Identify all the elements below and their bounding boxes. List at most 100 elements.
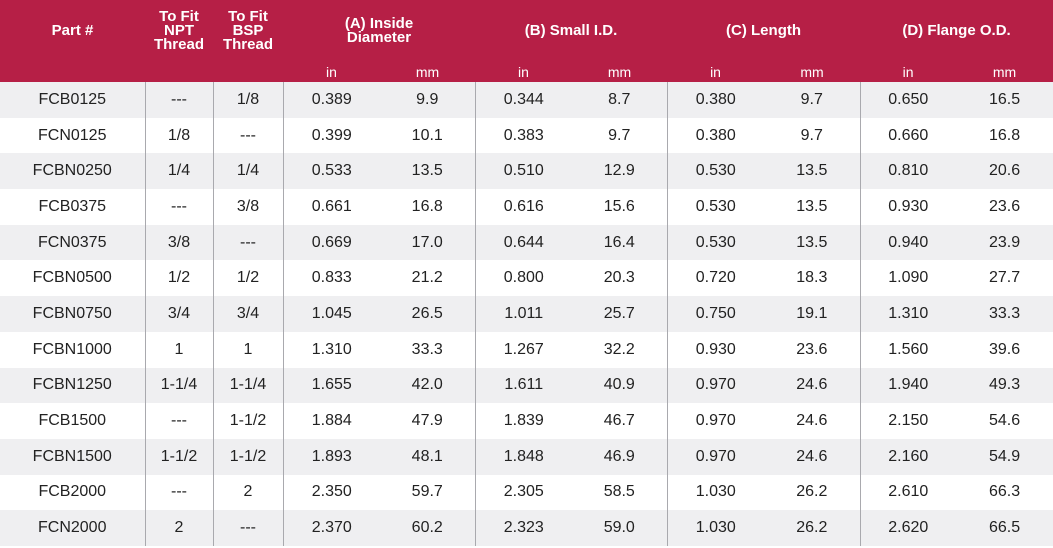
table-cell: 0.833 [311, 269, 352, 287]
part-number: FCN2000 [0, 510, 146, 546]
table-cell: 0.616 [503, 197, 544, 215]
table-cell: 33.3 [380, 331, 476, 368]
header-line: (A) Inside [344, 15, 414, 32]
table-cell: 60.2 [380, 510, 476, 546]
table-cell: 0.970 [695, 412, 736, 430]
table-cell: 47.9 [380, 403, 476, 439]
table-cell: 24.6 [764, 367, 861, 404]
table-cell: 54.6 [988, 412, 1021, 430]
table-cell: --- [145, 474, 214, 511]
table-cell: 19.1 [764, 296, 861, 332]
table-cell: 0.530 [695, 197, 736, 215]
table-cell: 1.310 [311, 340, 352, 358]
table-cell: 0.661 [311, 197, 352, 215]
table-cell: 0.660 [888, 126, 929, 144]
table-cell: 1.045 [283, 296, 380, 332]
table-cell: 54.9 [956, 438, 1053, 475]
table-cell: 3/4 [213, 296, 284, 332]
table-cell: 20.3 [572, 260, 668, 297]
header-line: Diameter [346, 29, 412, 46]
table-cell: 1/2 [145, 260, 214, 297]
table-cell: 0.399 [311, 126, 352, 144]
units-spacer [145, 62, 213, 82]
table-row: FCN2000 2 --- 2.370 60.2 2.323 59.0 1.030 26.2 2.… [0, 510, 1053, 546]
table-cell: 9.7 [572, 117, 668, 154]
table-cell: 18.3 [764, 260, 861, 297]
part-number: FCB0375 [0, 189, 146, 225]
table-cell: 13.5 [764, 189, 861, 225]
table-cell: 15.6 [572, 189, 668, 225]
table-cell: 10.1 [380, 117, 476, 154]
column-header: To Fit NPT Thread [145, 0, 213, 62]
table-cell: --- [145, 403, 214, 439]
table-cell: 2.350 [311, 483, 352, 501]
part-number: FCB0125 [0, 82, 146, 118]
header-line: (C) Length [726, 22, 802, 39]
table-cell: 2.305 [503, 483, 544, 501]
table-cell: 0.930 [695, 340, 736, 358]
table-cell: 0.389 [283, 82, 380, 118]
table-cell: 26.2 [764, 474, 861, 511]
table-row: FCBN1000 1 1 1.310 33.3 1.267 32.2 0.930 23.6 1.5… [0, 331, 1053, 368]
header-line: Thread [222, 36, 273, 53]
table-cell: 1.090 [888, 269, 929, 287]
table-cell: 1/8 [145, 117, 214, 154]
part-number: FCBN1250 [0, 367, 146, 404]
header-line: To Fit [228, 8, 268, 25]
table-cell: 0.650 [860, 82, 957, 118]
table-row: FCN0125 1/8 --- 0.399 10.1 0.383 9.7 0.380 9.7 0.… [0, 117, 1053, 154]
table-cell: --- [145, 189, 214, 225]
table-cell: 23.9 [956, 224, 1053, 261]
header-line: (D) Flange O.D. [902, 22, 1011, 39]
table-cell: 0.530 [667, 224, 765, 261]
table-cell: 1-1/2 [213, 438, 284, 475]
table-cell: 25.7 [572, 296, 668, 332]
table-cell: 46.9 [572, 438, 668, 475]
table-cell: --- [213, 510, 284, 546]
table-row: FCBN0250 1/4 1/4 0.533 13.5 0.510 12.9 0.530 13.… [0, 153, 1053, 190]
unit-label: mm [572, 62, 668, 82]
table-cell: 0.510 [475, 153, 572, 190]
table-cell: 16.4 [572, 224, 668, 261]
table-cell: 0.533 [283, 153, 380, 190]
table-cell: 1/2 [213, 260, 284, 297]
table-row: FCBN1250 1-1/4 1-1/4 1.655 42.0 1.611 40.9 0.97… [0, 367, 1053, 404]
table-cell: --- [213, 224, 284, 261]
table-cell: 1 [213, 331, 284, 368]
table-cell: 1.267 [503, 340, 544, 358]
table-cell: 13.5 [764, 153, 861, 190]
table-cell: 26.2 [764, 510, 861, 546]
table-row: FCN0375 3/8 --- 0.669 17.0 0.644 16.4 0.530 13.5… [0, 224, 1053, 261]
units-spacer [0, 62, 145, 82]
unit-label: in [860, 62, 957, 82]
table-cell: 1.848 [475, 438, 572, 475]
table-cell: 40.9 [572, 367, 668, 404]
table-cell: 13.5 [380, 153, 476, 190]
part-number: FCBN0500 [0, 260, 146, 297]
table-cell: 3/8 [145, 224, 214, 261]
table-cell: 1.560 [888, 340, 929, 358]
unit-label: mm [380, 62, 475, 82]
table-cell: 24.6 [764, 438, 861, 475]
header-line: To Fit [159, 8, 199, 25]
table-cell: 0.810 [860, 153, 957, 190]
table-cell: 1-1/4 [213, 367, 284, 404]
table-cell: 39.6 [988, 340, 1021, 358]
table-cell: 0.644 [475, 224, 572, 261]
table-cell: 27.7 [988, 269, 1021, 287]
unit-label: mm [764, 62, 861, 82]
table-cell: 1.611 [475, 367, 572, 404]
table-cell: 20.6 [956, 153, 1053, 190]
table-cell: 9.7 [764, 117, 861, 154]
part-number: FCBN0250 [0, 153, 146, 190]
table-cell: 2 [145, 510, 214, 546]
table-cell: 59.7 [380, 474, 476, 511]
header-line: (B) Small I.D. [524, 22, 618, 39]
table-cell: --- [213, 117, 284, 154]
table-cell: 0.970 [667, 367, 765, 404]
table-cell: 0.930 [888, 197, 929, 215]
table-cell: 49.3 [956, 367, 1053, 404]
